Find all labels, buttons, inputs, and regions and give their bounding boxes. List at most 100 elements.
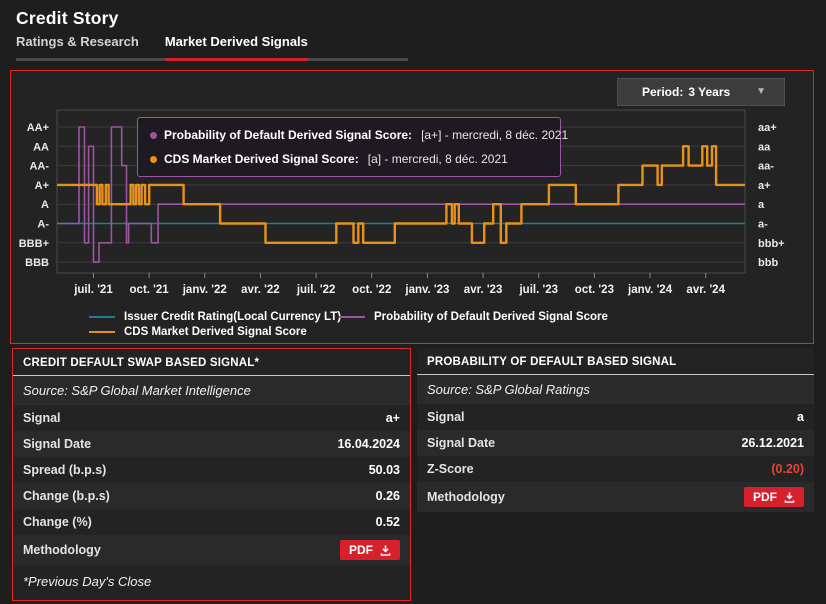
table-header: PROBABILITY OF DEFAULT BASED SIGNAL — [417, 348, 814, 375]
row-label: Methodology — [23, 543, 101, 557]
row-value: 16.04.2024 — [337, 437, 400, 451]
svg-text:aa+: aa+ — [758, 122, 777, 134]
chevron-down-icon: ▼ — [756, 86, 766, 97]
legend-item-pd-signal[interactable]: Probability of Default Derived Signal Sc… — [339, 311, 608, 323]
table-row-signal-date: Signal Date 16.04.2024 — [13, 431, 410, 457]
svg-text:bbb: bbb — [758, 257, 778, 269]
table-row-change-pct: Change (%) 0.52 — [13, 509, 410, 535]
tooltip-label: CDS Market Derived Signal Score: — [164, 152, 359, 166]
row-label: Change (%) — [23, 515, 92, 529]
table-rows: Signal a Signal Date 26.12.2021 Z-Score … — [417, 404, 814, 512]
table-row-signal: Signal a+ — [13, 405, 410, 431]
period-dropdown[interactable]: Period: 3 Years ▼ — [617, 78, 785, 106]
signal-tables: CREDIT DEFAULT SWAP BASED SIGNAL* Source… — [12, 348, 814, 601]
chart-legend: Issuer Credit Rating(Local Currency LT) … — [89, 311, 608, 338]
pdf-button-label: PDF — [753, 490, 777, 504]
row-label: Z-Score — [427, 462, 474, 476]
svg-text:janv. '24: janv. '24 — [627, 284, 673, 296]
table-row-signal: Signal a — [417, 404, 814, 430]
svg-text:oct. '21: oct. '21 — [130, 284, 170, 296]
row-value: a+ — [385, 411, 400, 425]
legend-item-cds-signal[interactable]: CDS Market Derived Signal Score — [89, 326, 339, 338]
orange-line-swatch-icon — [89, 331, 115, 333]
tooltip-row-cds: CDS Market Derived Signal Score: [a] - m… — [150, 152, 548, 166]
purple-line-swatch-icon — [339, 316, 365, 318]
svg-text:AA: AA — [33, 141, 49, 153]
period-value: 3 Years — [688, 85, 731, 99]
table-row-methodology: Methodology PDF — [13, 535, 410, 565]
svg-text:A+: A+ — [35, 180, 49, 192]
svg-text:a-: a- — [758, 219, 768, 231]
row-label: Signal — [23, 411, 61, 425]
source-row: Source: S&P Global Ratings — [417, 375, 814, 404]
svg-text:juil. '23: juil. '23 — [518, 284, 558, 296]
svg-text:aa-: aa- — [758, 161, 774, 173]
row-value: (0.20) — [771, 462, 804, 476]
row-value: 0.52 — [375, 515, 400, 529]
svg-text:AA-: AA- — [29, 161, 49, 173]
svg-text:BBB: BBB — [25, 257, 49, 269]
svg-text:avr. '22: avr. '22 — [241, 284, 280, 296]
legend-label: CDS Market Derived Signal Score — [124, 326, 307, 338]
pdf-download-button[interactable]: PDF — [744, 487, 804, 507]
table-row-z-score: Z-Score (0.20) — [417, 456, 814, 482]
svg-text:A-: A- — [37, 219, 49, 231]
legend-label: Probability of Default Derived Signal Sc… — [374, 311, 608, 323]
download-icon — [784, 491, 795, 503]
download-icon — [380, 544, 391, 556]
svg-text:aa: aa — [758, 141, 771, 153]
tooltip-value: [a+] - mercredi, 8 déc. 2021 — [421, 128, 569, 142]
pd-based-signal-table: PROBABILITY OF DEFAULT BASED SIGNAL Sour… — [417, 348, 814, 512]
row-value: 26.12.2021 — [741, 436, 804, 450]
table-row-signal-date: Signal Date 26.12.2021 — [417, 430, 814, 456]
period-label: Period: — [642, 85, 684, 99]
svg-text:bbb+: bbb+ — [758, 238, 785, 250]
svg-text:a: a — [758, 199, 765, 211]
row-label: Change (b.p.s) — [23, 489, 110, 503]
row-label: Signal — [427, 410, 465, 424]
teal-line-swatch-icon — [89, 316, 115, 318]
tab-ratings-research[interactable]: Ratings & Research — [16, 34, 139, 49]
table-header: CREDIT DEFAULT SWAP BASED SIGNAL* — [13, 349, 410, 376]
table-row-spread: Spread (b.p.s) 50.03 — [13, 457, 410, 483]
pd-bullet-icon — [150, 131, 157, 139]
svg-text:oct. '23: oct. '23 — [575, 284, 614, 296]
tab-market-derived-signals[interactable]: Market Derived Signals — [164, 34, 308, 61]
svg-text:janv. '22: janv. '22 — [182, 284, 227, 296]
table-row-methodology: Methodology PDF — [417, 482, 814, 512]
tooltip-label: Probability of Default Derived Signal Sc… — [164, 128, 413, 142]
tab-bar: Ratings & Research Market Derived Signal… — [16, 34, 408, 61]
pdf-button-label: PDF — [349, 543, 373, 557]
row-label: Signal Date — [427, 436, 496, 450]
svg-text:avr. '24: avr. '24 — [686, 284, 725, 296]
svg-text:a+: a+ — [758, 180, 771, 192]
svg-text:BBB+: BBB+ — [19, 238, 49, 250]
chart-tooltip: Probability of Default Derived Signal Sc… — [137, 117, 568, 177]
table-rows: Signal a+ Signal Date 16.04.2024 Spread … — [13, 405, 410, 565]
row-value: 0.26 — [375, 489, 400, 503]
svg-text:oct. '22: oct. '22 — [352, 284, 391, 296]
cds-bullet-icon — [150, 155, 157, 163]
svg-text:janv. '23: janv. '23 — [404, 284, 449, 296]
tooltip-value: [a] - mercredi, 8 déc. 2021 — [367, 152, 508, 166]
svg-text:juil. '21: juil. '21 — [73, 284, 113, 296]
svg-text:avr. '23: avr. '23 — [464, 284, 503, 296]
pdf-download-button[interactable]: PDF — [340, 540, 400, 560]
legend-item-issuer-credit-rating[interactable]: Issuer Credit Rating(Local Currency LT) — [89, 311, 342, 323]
svg-text:juil. '22: juil. '22 — [296, 284, 336, 296]
row-label: Signal Date — [23, 437, 92, 451]
table-row-change-bps: Change (b.p.s) 0.26 — [13, 483, 410, 509]
legend-label: Issuer Credit Rating(Local Currency LT) — [124, 311, 342, 323]
row-value: a — [797, 410, 804, 424]
source-row: Source: S&P Global Market Intelligence — [13, 376, 410, 405]
page-title: Credit Story — [16, 8, 119, 28]
row-value: 50.03 — [368, 463, 400, 477]
footnote: *Previous Day's Close — [23, 574, 152, 589]
svg-text:AA+: AA+ — [27, 122, 49, 134]
svg-text:A: A — [41, 199, 49, 211]
row-label: Methodology — [427, 490, 505, 504]
cds-based-signal-table: CREDIT DEFAULT SWAP BASED SIGNAL* Source… — [12, 348, 411, 601]
tooltip-row-pd: Probability of Default Derived Signal Sc… — [150, 128, 568, 142]
row-label: Spread (b.p.s) — [23, 463, 107, 477]
